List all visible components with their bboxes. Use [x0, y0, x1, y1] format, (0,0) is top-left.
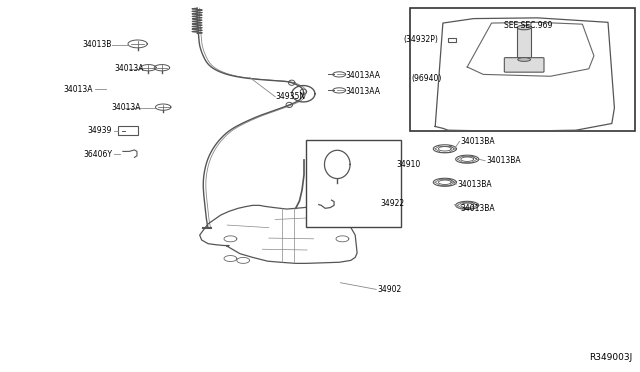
- Text: (34932P): (34932P): [404, 35, 438, 44]
- Text: (96940): (96940): [412, 74, 442, 83]
- Text: 34902: 34902: [378, 285, 402, 294]
- Text: 34013BA: 34013BA: [461, 204, 495, 213]
- Bar: [306, 140, 401, 227]
- Text: SEE SEC.969: SEE SEC.969: [504, 21, 552, 30]
- Text: 34013A: 34013A: [63, 85, 93, 94]
- Text: 34910: 34910: [397, 160, 421, 169]
- Text: 36406Y: 36406Y: [83, 150, 112, 159]
- Text: 34013BA: 34013BA: [458, 180, 492, 189]
- Text: 34013BA: 34013BA: [461, 137, 495, 146]
- Ellipse shape: [517, 25, 531, 30]
- Text: 34922: 34922: [381, 199, 405, 208]
- Text: R349003J: R349003J: [589, 353, 632, 362]
- Bar: [448, 38, 456, 42]
- Bar: [118, 126, 138, 135]
- Bar: [410, 8, 635, 131]
- Ellipse shape: [518, 58, 531, 61]
- Bar: [517, 28, 531, 60]
- Text: 34935N: 34935N: [275, 92, 305, 101]
- Text: 34013AA: 34013AA: [346, 87, 381, 96]
- Text: 34013A: 34013A: [115, 64, 144, 73]
- FancyBboxPatch shape: [504, 58, 544, 72]
- Text: 34013A: 34013A: [111, 103, 141, 112]
- Text: 34013BA: 34013BA: [486, 156, 521, 165]
- Text: 34013AA: 34013AA: [346, 71, 381, 80]
- Text: 34939: 34939: [88, 126, 112, 135]
- Text: 34013B: 34013B: [83, 40, 112, 49]
